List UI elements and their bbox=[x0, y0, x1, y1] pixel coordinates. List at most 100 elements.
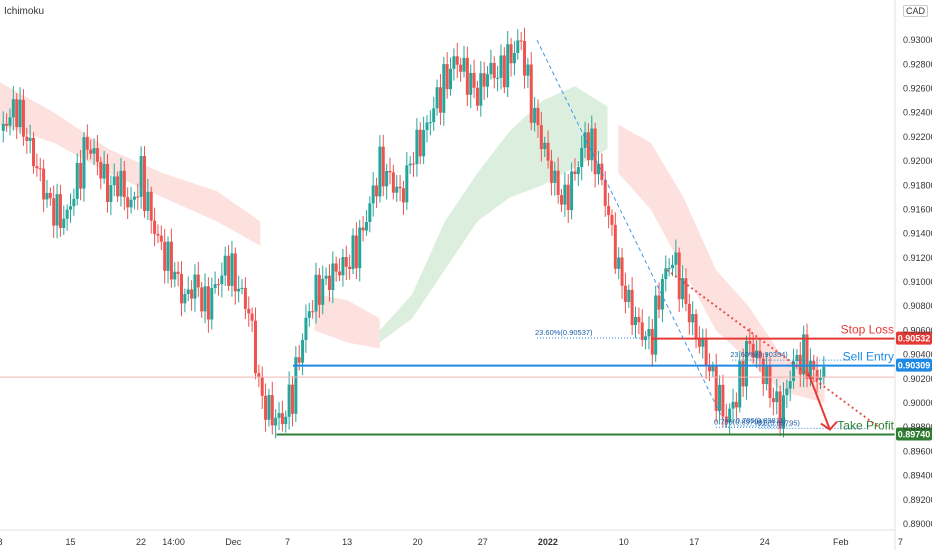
candle-body bbox=[260, 377, 264, 396]
candle-body bbox=[25, 136, 29, 141]
candle-body bbox=[512, 52, 516, 64]
candle-body bbox=[92, 148, 96, 154]
candle-body bbox=[768, 366, 772, 399]
candle-body bbox=[731, 401, 735, 409]
candle-body bbox=[529, 64, 533, 123]
candle-body bbox=[270, 395, 274, 426]
annotation-lines: Stop Loss 0.90532 Sell Entry 0.90309 Take Pr… bbox=[0, 39, 932, 441]
candle-body bbox=[401, 188, 405, 203]
x-tick-label: 14:00 bbox=[162, 537, 185, 547]
candle-body bbox=[613, 224, 617, 269]
candle-body bbox=[321, 278, 325, 305]
candle-body bbox=[112, 176, 116, 186]
candle-body bbox=[724, 416, 728, 423]
candle-body bbox=[728, 408, 732, 423]
candle-body bbox=[775, 391, 779, 403]
y-tick-label: 0.89000 bbox=[903, 519, 932, 529]
x-tick-label: 2022 bbox=[538, 537, 558, 547]
candle-body bbox=[364, 221, 368, 231]
candle-body bbox=[351, 235, 355, 270]
candle-body bbox=[8, 117, 12, 126]
candle-body bbox=[381, 146, 385, 187]
candle-body bbox=[570, 171, 574, 210]
candle-body bbox=[526, 64, 530, 76]
candle-body bbox=[186, 289, 190, 295]
candle-body bbox=[805, 334, 809, 379]
candle-body bbox=[469, 72, 473, 95]
candle-body bbox=[486, 74, 490, 87]
candle-body bbox=[311, 311, 315, 313]
indicator-label[interactable]: Ichimoku bbox=[4, 6, 45, 17]
candle-body bbox=[781, 395, 785, 429]
candle-body bbox=[344, 257, 348, 267]
candle-body bbox=[149, 191, 153, 221]
candle-body bbox=[748, 341, 752, 344]
candle-body bbox=[681, 278, 685, 300]
candle-body bbox=[755, 350, 759, 358]
candle-body bbox=[751, 343, 755, 358]
x-tick-label: 20 bbox=[413, 537, 423, 547]
candle-body bbox=[593, 128, 597, 175]
candle-body bbox=[206, 286, 210, 320]
candle-body bbox=[718, 384, 722, 411]
candle-body bbox=[280, 413, 284, 425]
candle-body bbox=[159, 235, 163, 242]
currency-badge[interactable]: CAD bbox=[903, 5, 929, 17]
candle-body bbox=[617, 257, 621, 269]
candle-body bbox=[290, 384, 294, 414]
candle-body bbox=[284, 416, 288, 425]
candle-body bbox=[600, 163, 604, 181]
candle-body bbox=[721, 384, 725, 417]
fib-label: 0.786(0.89799) bbox=[714, 417, 765, 426]
candle-body bbox=[371, 185, 375, 204]
candle-body bbox=[627, 289, 631, 302]
candle-body bbox=[654, 295, 658, 355]
candle-body bbox=[307, 311, 311, 318]
candle-body bbox=[163, 241, 167, 271]
candle-body bbox=[334, 263, 338, 272]
x-tick-label: 10 bbox=[619, 537, 629, 547]
candle-body bbox=[358, 227, 362, 269]
candle-body bbox=[52, 198, 56, 226]
candle-body bbox=[368, 203, 372, 222]
price-badge-target bbox=[896, 427, 932, 441]
candle-body bbox=[576, 167, 580, 175]
fib-label: 23.60%(0.90354) bbox=[730, 350, 788, 359]
candle-body bbox=[136, 196, 140, 198]
x-tick-label: 17 bbox=[689, 537, 699, 547]
candle-body bbox=[691, 314, 695, 323]
trend-line bbox=[536, 39, 728, 428]
candle-body bbox=[331, 263, 335, 290]
candle-body bbox=[106, 163, 110, 202]
candle-body bbox=[428, 122, 432, 124]
candle-body bbox=[139, 156, 143, 197]
candle-body bbox=[126, 197, 130, 208]
candle-body bbox=[442, 64, 446, 113]
candle-body bbox=[489, 62, 493, 75]
candle-body bbox=[553, 170, 557, 183]
candle-body bbox=[75, 162, 79, 199]
candle-body bbox=[395, 186, 399, 193]
candle-body bbox=[415, 129, 419, 165]
candle-body bbox=[670, 264, 674, 269]
candle-body bbox=[707, 365, 711, 372]
price-badge-text-stop: 0.90532 bbox=[898, 334, 931, 344]
candle-body bbox=[412, 163, 416, 165]
candle-body bbox=[253, 320, 257, 374]
candle-body bbox=[502, 55, 506, 88]
candle-body bbox=[667, 268, 671, 270]
candle-body bbox=[250, 313, 254, 321]
candle-body bbox=[388, 170, 392, 173]
candle-body bbox=[183, 294, 187, 304]
x-tick-label: 13 bbox=[342, 537, 352, 547]
